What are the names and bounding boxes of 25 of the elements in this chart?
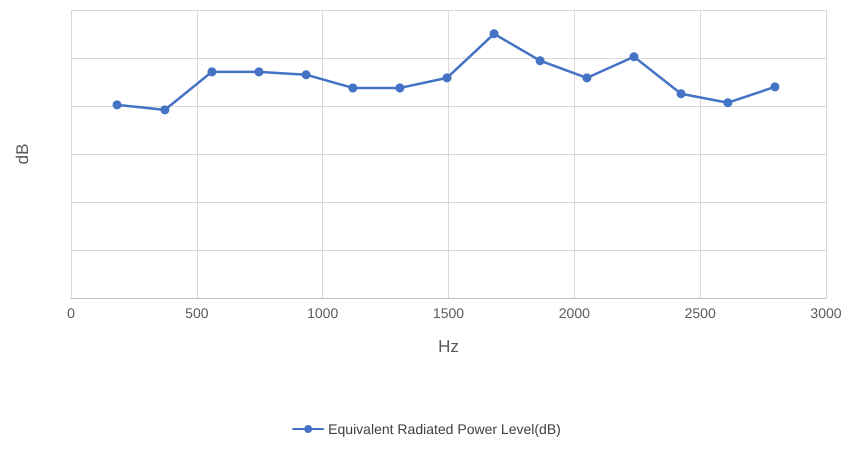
legend-label: Equivalent Radiated Power Level(dB) — [328, 421, 561, 437]
point — [723, 98, 732, 108]
point — [254, 67, 264, 76]
point — [160, 105, 170, 114]
x-tick-label: 1500 — [432, 305, 464, 321]
point — [395, 83, 404, 92]
point — [348, 83, 358, 92]
x-tick-label: 1000 — [307, 305, 338, 321]
point — [676, 89, 686, 98]
x-tick-label: 0 — [67, 305, 76, 321]
x-tick-label: 2500 — [684, 305, 716, 321]
point — [582, 73, 592, 82]
x-axis-title: Hz — [438, 337, 459, 356]
point — [302, 70, 311, 80]
point — [207, 67, 216, 76]
y-axis-title: dB — [13, 144, 32, 164]
point — [112, 100, 122, 110]
point — [770, 82, 780, 92]
x-tick-label: 3000 — [810, 305, 842, 321]
point — [490, 29, 499, 38]
point — [629, 52, 638, 62]
x-tick-label: 500 — [185, 305, 209, 321]
point — [536, 56, 545, 66]
point — [442, 73, 452, 82]
x-tick-label: 2000 — [558, 305, 590, 321]
